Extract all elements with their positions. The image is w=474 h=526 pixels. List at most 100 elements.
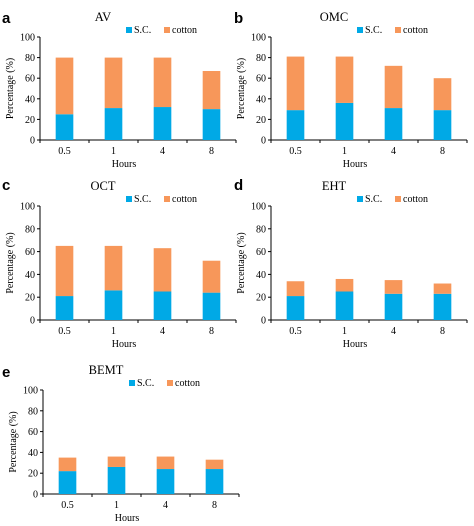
bar-cotton-4 xyxy=(384,280,403,294)
legend-label-sc: S.C. xyxy=(365,194,382,205)
x-tick-label: 8 xyxy=(209,326,214,337)
bar-cotton-0.5 xyxy=(55,57,74,115)
bar-sc-0.5 xyxy=(55,114,74,140)
y-tick-label: 60 xyxy=(28,427,38,438)
legend-swatch-sc xyxy=(126,196,132,202)
chart-title: BEMT xyxy=(89,363,124,377)
y-axis-label: Percentage (%) xyxy=(236,58,247,119)
panel-letter: a xyxy=(2,10,11,27)
bar-cotton-0.5 xyxy=(55,245,74,297)
y-tick-label: 60 xyxy=(256,247,266,258)
y-axis-label: Percentage (%) xyxy=(8,411,19,472)
bar-sc-1 xyxy=(335,102,354,140)
panel-letter: c xyxy=(2,177,10,194)
x-tick-label: 8 xyxy=(440,146,445,157)
legend-swatch-sc xyxy=(126,27,132,33)
bar-cotton-1 xyxy=(104,57,123,109)
y-tick-label: 0 xyxy=(261,136,266,147)
y-tick-label: 80 xyxy=(256,224,266,235)
bar-sc-4 xyxy=(153,107,172,140)
legend-label-cotton: cotton xyxy=(403,25,428,36)
y-tick-label: 20 xyxy=(256,293,266,304)
x-tick-label: 8 xyxy=(440,326,445,337)
bar-sc-4 xyxy=(384,293,403,320)
x-tick-label: 1 xyxy=(114,500,119,511)
y-tick-label: 0 xyxy=(261,316,266,327)
y-axis-label: Percentage (%) xyxy=(5,58,16,119)
chart-title: OMC xyxy=(320,10,348,24)
chart-title: AV xyxy=(95,10,111,24)
legend-swatch-sc xyxy=(129,380,135,386)
bar-sc-0.5 xyxy=(286,296,305,320)
x-tick-label: 0.5 xyxy=(289,146,302,157)
legend-label-sc: S.C. xyxy=(365,25,382,36)
x-tick-label: 1 xyxy=(111,326,116,337)
bar-sc-8 xyxy=(433,110,452,140)
legend-label-cotton: cotton xyxy=(172,194,197,205)
chart-panel-d: d EHT S.C. cotton 0 20 40 60 80 100 0.5 1 4 8 Hours Per… xyxy=(234,177,468,350)
y-tick-label: 100 xyxy=(20,33,35,44)
bar-cotton-1 xyxy=(107,456,126,467)
y-axis-label: Percentage (%) xyxy=(5,232,16,293)
x-tick-label: 4 xyxy=(391,146,396,157)
bar-sc-1 xyxy=(104,108,123,140)
bar-cotton-4 xyxy=(153,57,172,108)
x-axis-label: Hours xyxy=(343,339,368,350)
x-tick-label: 4 xyxy=(163,500,168,511)
y-tick-label: 80 xyxy=(25,224,35,235)
y-tick-label: 20 xyxy=(25,293,35,304)
x-tick-label: 8 xyxy=(209,146,214,157)
x-axis-label: Hours xyxy=(112,339,137,350)
bar-cotton-8 xyxy=(202,260,221,293)
y-tick-label: 20 xyxy=(28,469,38,480)
bar-sc-1 xyxy=(335,291,354,320)
y-axis-label: Percentage (%) xyxy=(236,232,247,293)
y-tick-label: 100 xyxy=(20,202,35,213)
y-tick-label: 20 xyxy=(256,115,266,126)
y-tick-label: 0 xyxy=(30,316,35,327)
panel-letter: b xyxy=(234,10,243,27)
x-axis-label: Hours xyxy=(115,513,140,524)
x-tick-label: 0.5 xyxy=(58,326,71,337)
bar-sc-4 xyxy=(153,291,172,320)
y-tick-label: 40 xyxy=(25,94,35,105)
y-tick-label: 20 xyxy=(25,115,35,126)
bar-cotton-1 xyxy=(335,56,354,103)
bar-cotton-8 xyxy=(433,283,452,294)
legend-label-sc: S.C. xyxy=(134,25,151,36)
bar-sc-1 xyxy=(107,466,126,494)
y-tick-label: 100 xyxy=(251,202,266,213)
legend-swatch-cotton xyxy=(395,196,401,202)
bar-cotton-4 xyxy=(156,456,175,470)
bar-cotton-8 xyxy=(205,459,224,470)
bar-cotton-0.5 xyxy=(58,457,77,472)
bar-sc-0.5 xyxy=(55,296,74,320)
y-tick-label: 60 xyxy=(25,247,35,258)
bar-sc-1 xyxy=(104,290,123,320)
y-tick-label: 40 xyxy=(256,270,266,281)
y-tick-label: 0 xyxy=(33,490,38,501)
x-tick-label: 0.5 xyxy=(58,146,71,157)
bar-cotton-1 xyxy=(335,278,354,292)
x-tick-label: 0.5 xyxy=(289,326,302,337)
bar-sc-0.5 xyxy=(58,471,77,494)
y-tick-label: 80 xyxy=(25,53,35,64)
bar-cotton-8 xyxy=(433,78,452,111)
chart-panel-b: b OMC S.C. cotton 0 20 40 60 80 100 0.5 1 4 8 Hours Per… xyxy=(234,10,468,170)
legend-swatch-sc xyxy=(357,27,363,33)
legend-swatch-cotton xyxy=(167,380,173,386)
x-tick-label: 1 xyxy=(111,146,116,157)
x-axis-label: Hours xyxy=(112,159,137,170)
chart-panel-a: a AV S.C. cotton 0 20 40 60 80 100 0.5 1 4 8 Hours Perc… xyxy=(2,10,237,170)
x-tick-label: 8 xyxy=(212,500,217,511)
bar-cotton-0.5 xyxy=(286,281,305,297)
y-tick-label: 60 xyxy=(256,74,266,85)
x-tick-label: 4 xyxy=(391,326,396,337)
legend-label-sc: S.C. xyxy=(137,378,154,389)
panel-letter: d xyxy=(234,177,243,194)
y-tick-label: 80 xyxy=(28,406,38,417)
bar-sc-0.5 xyxy=(286,110,305,140)
legend-swatch-sc xyxy=(357,196,363,202)
legend-label-cotton: cotton xyxy=(403,194,428,205)
